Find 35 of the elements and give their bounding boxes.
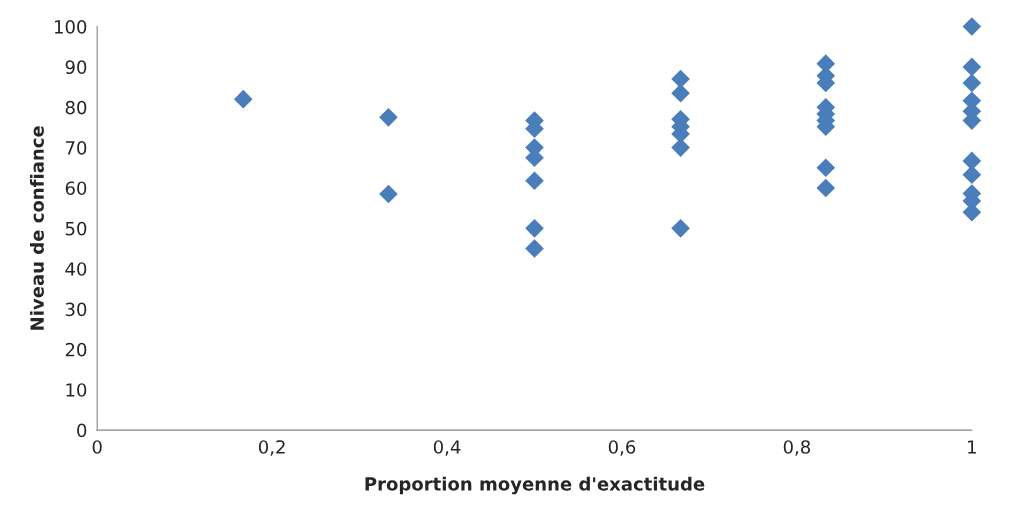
point	[233, 89, 253, 109]
x-axis-title: Proportion moyenne d'exactitude	[365, 476, 705, 495]
y-tick-label: 40	[65, 262, 87, 276]
point	[379, 108, 398, 127]
point	[962, 17, 982, 36]
y-tick-label: 20	[65, 342, 87, 357]
y-axis-title: Niveau de confiance	[29, 126, 44, 330]
y-tick-label: 90	[65, 60, 87, 75]
point	[671, 219, 690, 238]
y-tick-label: 70	[65, 141, 87, 155]
point	[816, 158, 836, 178]
point	[962, 73, 982, 93]
point	[671, 138, 690, 157]
y-tick-label: 80	[65, 100, 87, 115]
point	[962, 165, 982, 184]
y-tick-label: 50	[65, 221, 87, 236]
point	[525, 171, 544, 191]
point	[379, 184, 398, 204]
point	[671, 83, 690, 103]
point	[525, 239, 544, 258]
y-tick-label: 100	[54, 20, 87, 34]
x-tick-label: 0,6	[608, 440, 636, 456]
x-tick-label: 0,8	[783, 440, 811, 456]
point	[816, 178, 836, 198]
x-tick-label: 1	[968, 440, 976, 454]
point	[962, 57, 982, 77]
y-tick-label: 10	[66, 383, 87, 397]
point	[525, 219, 544, 238]
point	[962, 151, 982, 171]
y-tick-label: 30	[65, 302, 87, 317]
x-tick-label: 0	[92, 440, 102, 454]
y-tick-label: 60	[65, 181, 87, 196]
x-tick-label: 0,4	[433, 440, 461, 456]
x-tick-label: 0,2	[258, 440, 285, 456]
y-tick-label: 0	[77, 423, 87, 438]
